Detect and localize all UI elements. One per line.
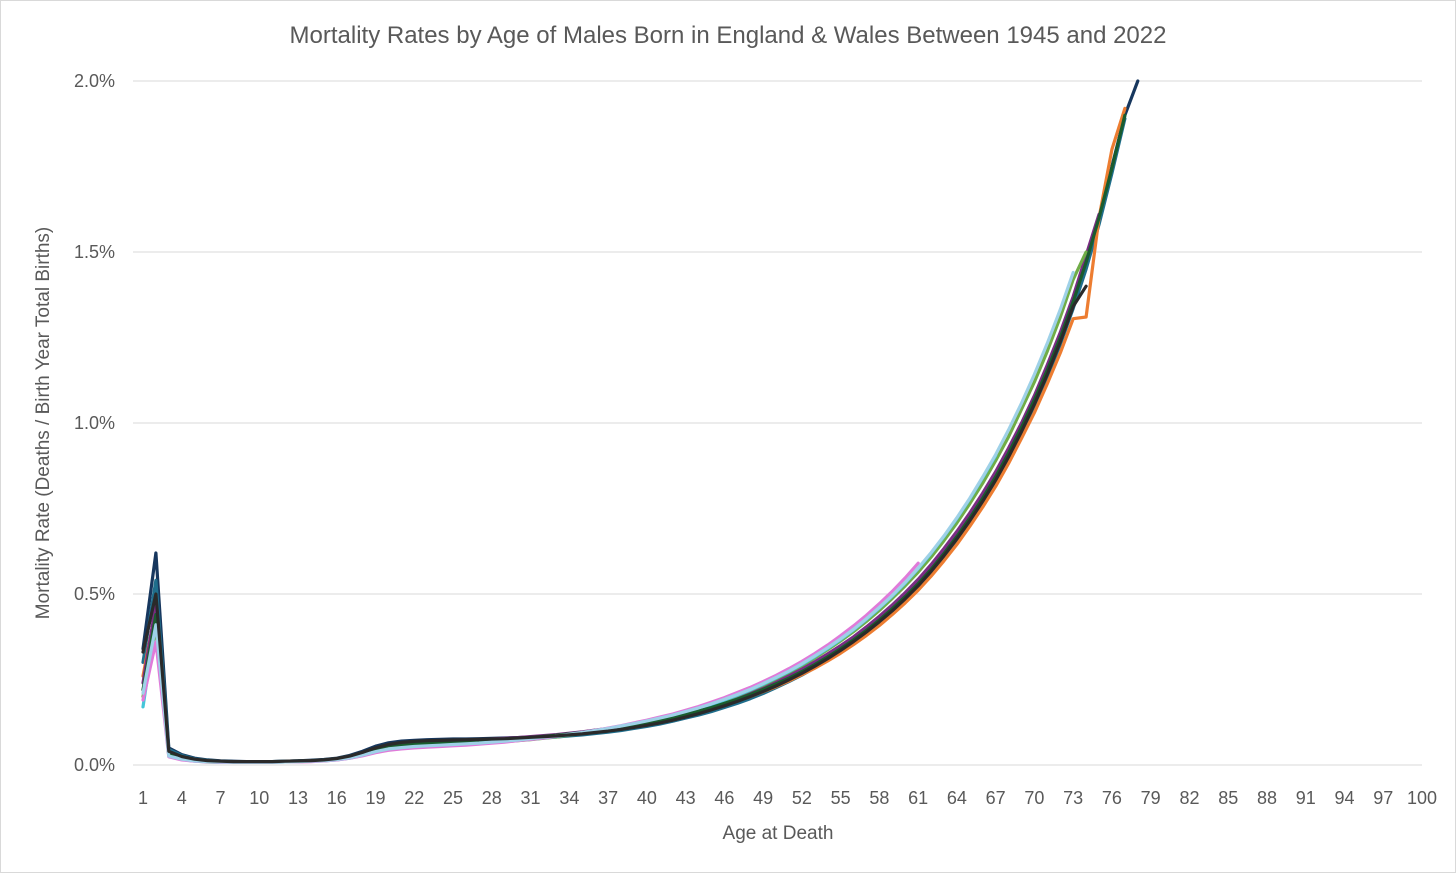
y-tick-label: 1.5% (74, 242, 115, 262)
x-tick-label: 64 (947, 788, 967, 808)
x-tick-label: 82 (1179, 788, 1199, 808)
x-tick-label: 13 (288, 788, 308, 808)
x-tick-label: 40 (637, 788, 657, 808)
x-tick-label: 97 (1373, 788, 1393, 808)
y-tick-label: 2.0% (74, 71, 115, 91)
chart-title: Mortality Rates by Age of Males Born in … (290, 22, 1167, 49)
x-tick-label: 37 (598, 788, 618, 808)
y-tick-label: 1.0% (74, 413, 115, 433)
x-tick-label: 28 (482, 788, 502, 808)
x-tick-label: 79 (1141, 788, 1161, 808)
x-tick-label: 100 (1407, 788, 1437, 808)
series-line (141, 270, 1075, 764)
x-tick-label: 88 (1257, 788, 1277, 808)
x-tick-label: 46 (714, 788, 734, 808)
x-tick-label: 67 (986, 788, 1006, 808)
y-tick-label: 0.0% (74, 755, 115, 775)
x-tick-label: 94 (1334, 788, 1354, 808)
x-axis-title: Age at Death (723, 823, 834, 844)
series-line (141, 106, 1127, 764)
x-tick-label: 7 (216, 788, 226, 808)
x-tick-label: 22 (404, 788, 424, 808)
x-tick-label: 43 (676, 788, 696, 808)
series-lines (141, 79, 1140, 764)
x-tick-label: 58 (869, 788, 889, 808)
series-line (141, 453, 998, 764)
x-tick-label: 61 (908, 788, 928, 808)
x-tick-label: 25 (443, 788, 463, 808)
y-tick-label: 0.5% (74, 584, 115, 604)
series-line (141, 212, 1101, 764)
x-tick-label: 52 (792, 788, 812, 808)
x-tick-label: 10 (249, 788, 269, 808)
x-tick-label: 76 (1102, 788, 1122, 808)
x-tick-label: 55 (831, 788, 851, 808)
x-tick-label: 4 (177, 788, 187, 808)
x-tick-label: 31 (521, 788, 541, 808)
series-line (141, 116, 1127, 764)
x-tick-label: 16 (327, 788, 347, 808)
x-tick-label: 19 (366, 788, 386, 808)
x-tick-label: 85 (1218, 788, 1238, 808)
x-tick-label: 34 (559, 788, 579, 808)
series-line (141, 284, 1088, 764)
y-axis-title: Mortality Rate (Deaths / Birth Year Tota… (33, 227, 54, 619)
series-line (141, 79, 1140, 764)
series-line (141, 250, 1088, 764)
x-tick-label: 1 (138, 788, 148, 808)
series-line (141, 113, 1127, 764)
gridlines (133, 80, 1422, 766)
x-axis-tick-labels: 1 4 7 10 13 16 19 22 25 28 31 34 37 40 43 46 49 52 55 58 61 6… (138, 788, 1437, 808)
x-tick-label: 49 (753, 788, 773, 808)
x-tick-label: 70 (1024, 788, 1044, 808)
x-tick-label: 73 (1063, 788, 1083, 808)
x-tick-label: 91 (1296, 788, 1316, 808)
y-axis-tick-labels: 0.0% 0.5% 1.0% 1.5% 2.0% (74, 71, 115, 775)
